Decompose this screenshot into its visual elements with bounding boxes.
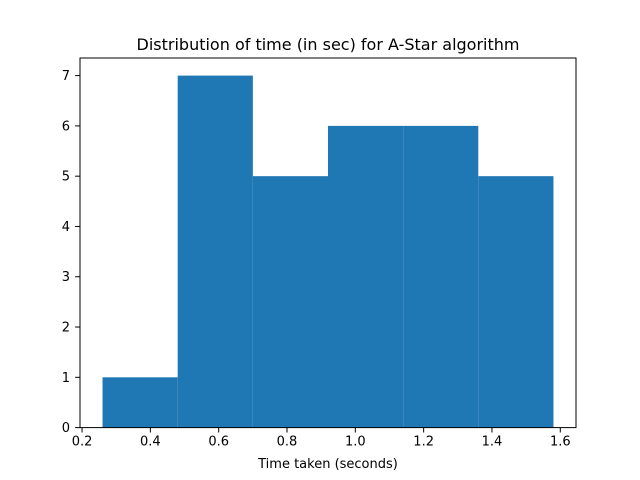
x-tick-label: 1.0: [345, 435, 366, 450]
histogram-bar-6: [478, 176, 554, 428]
x-tick-label: 1.4: [482, 435, 503, 450]
histogram-bar-5: [403, 125, 479, 428]
chart-title: Distribution of time (in sec) for A-Star…: [137, 35, 520, 54]
x-tick-label: 0.4: [140, 435, 161, 450]
x-tick-label: 0.2: [72, 435, 93, 450]
y-axis: 0 1 2 3 4 5 6 7: [62, 69, 80, 436]
y-tick-label: 6: [62, 119, 70, 134]
histogram-bar-2: [177, 75, 253, 428]
y-tick-label: 0: [62, 421, 70, 436]
x-axis: 0.2 0.4 0.6 0.8 1.0 1.2 1.4 1.6: [72, 427, 571, 450]
y-tick-label: 7: [62, 69, 70, 84]
histogram-bar-3: [252, 176, 328, 428]
y-tick-label: 3: [62, 270, 70, 285]
y-tick-label: 4: [62, 220, 70, 235]
x-axis-label: Time taken (seconds): [257, 457, 398, 472]
x-tick-label: 0.6: [208, 435, 229, 450]
y-tick-label: 2: [62, 321, 70, 336]
x-tick-label: 1.6: [550, 435, 571, 450]
x-tick-label: 0.8: [277, 435, 298, 450]
histogram-bar-4: [328, 125, 404, 428]
bars-group: [102, 75, 554, 428]
x-tick-label: 1.2: [413, 435, 434, 450]
histogram-bar-1: [102, 377, 178, 428]
y-tick-label: 5: [62, 170, 70, 185]
y-tick-label: 1: [62, 371, 70, 386]
plot-frame: [79, 57, 577, 429]
